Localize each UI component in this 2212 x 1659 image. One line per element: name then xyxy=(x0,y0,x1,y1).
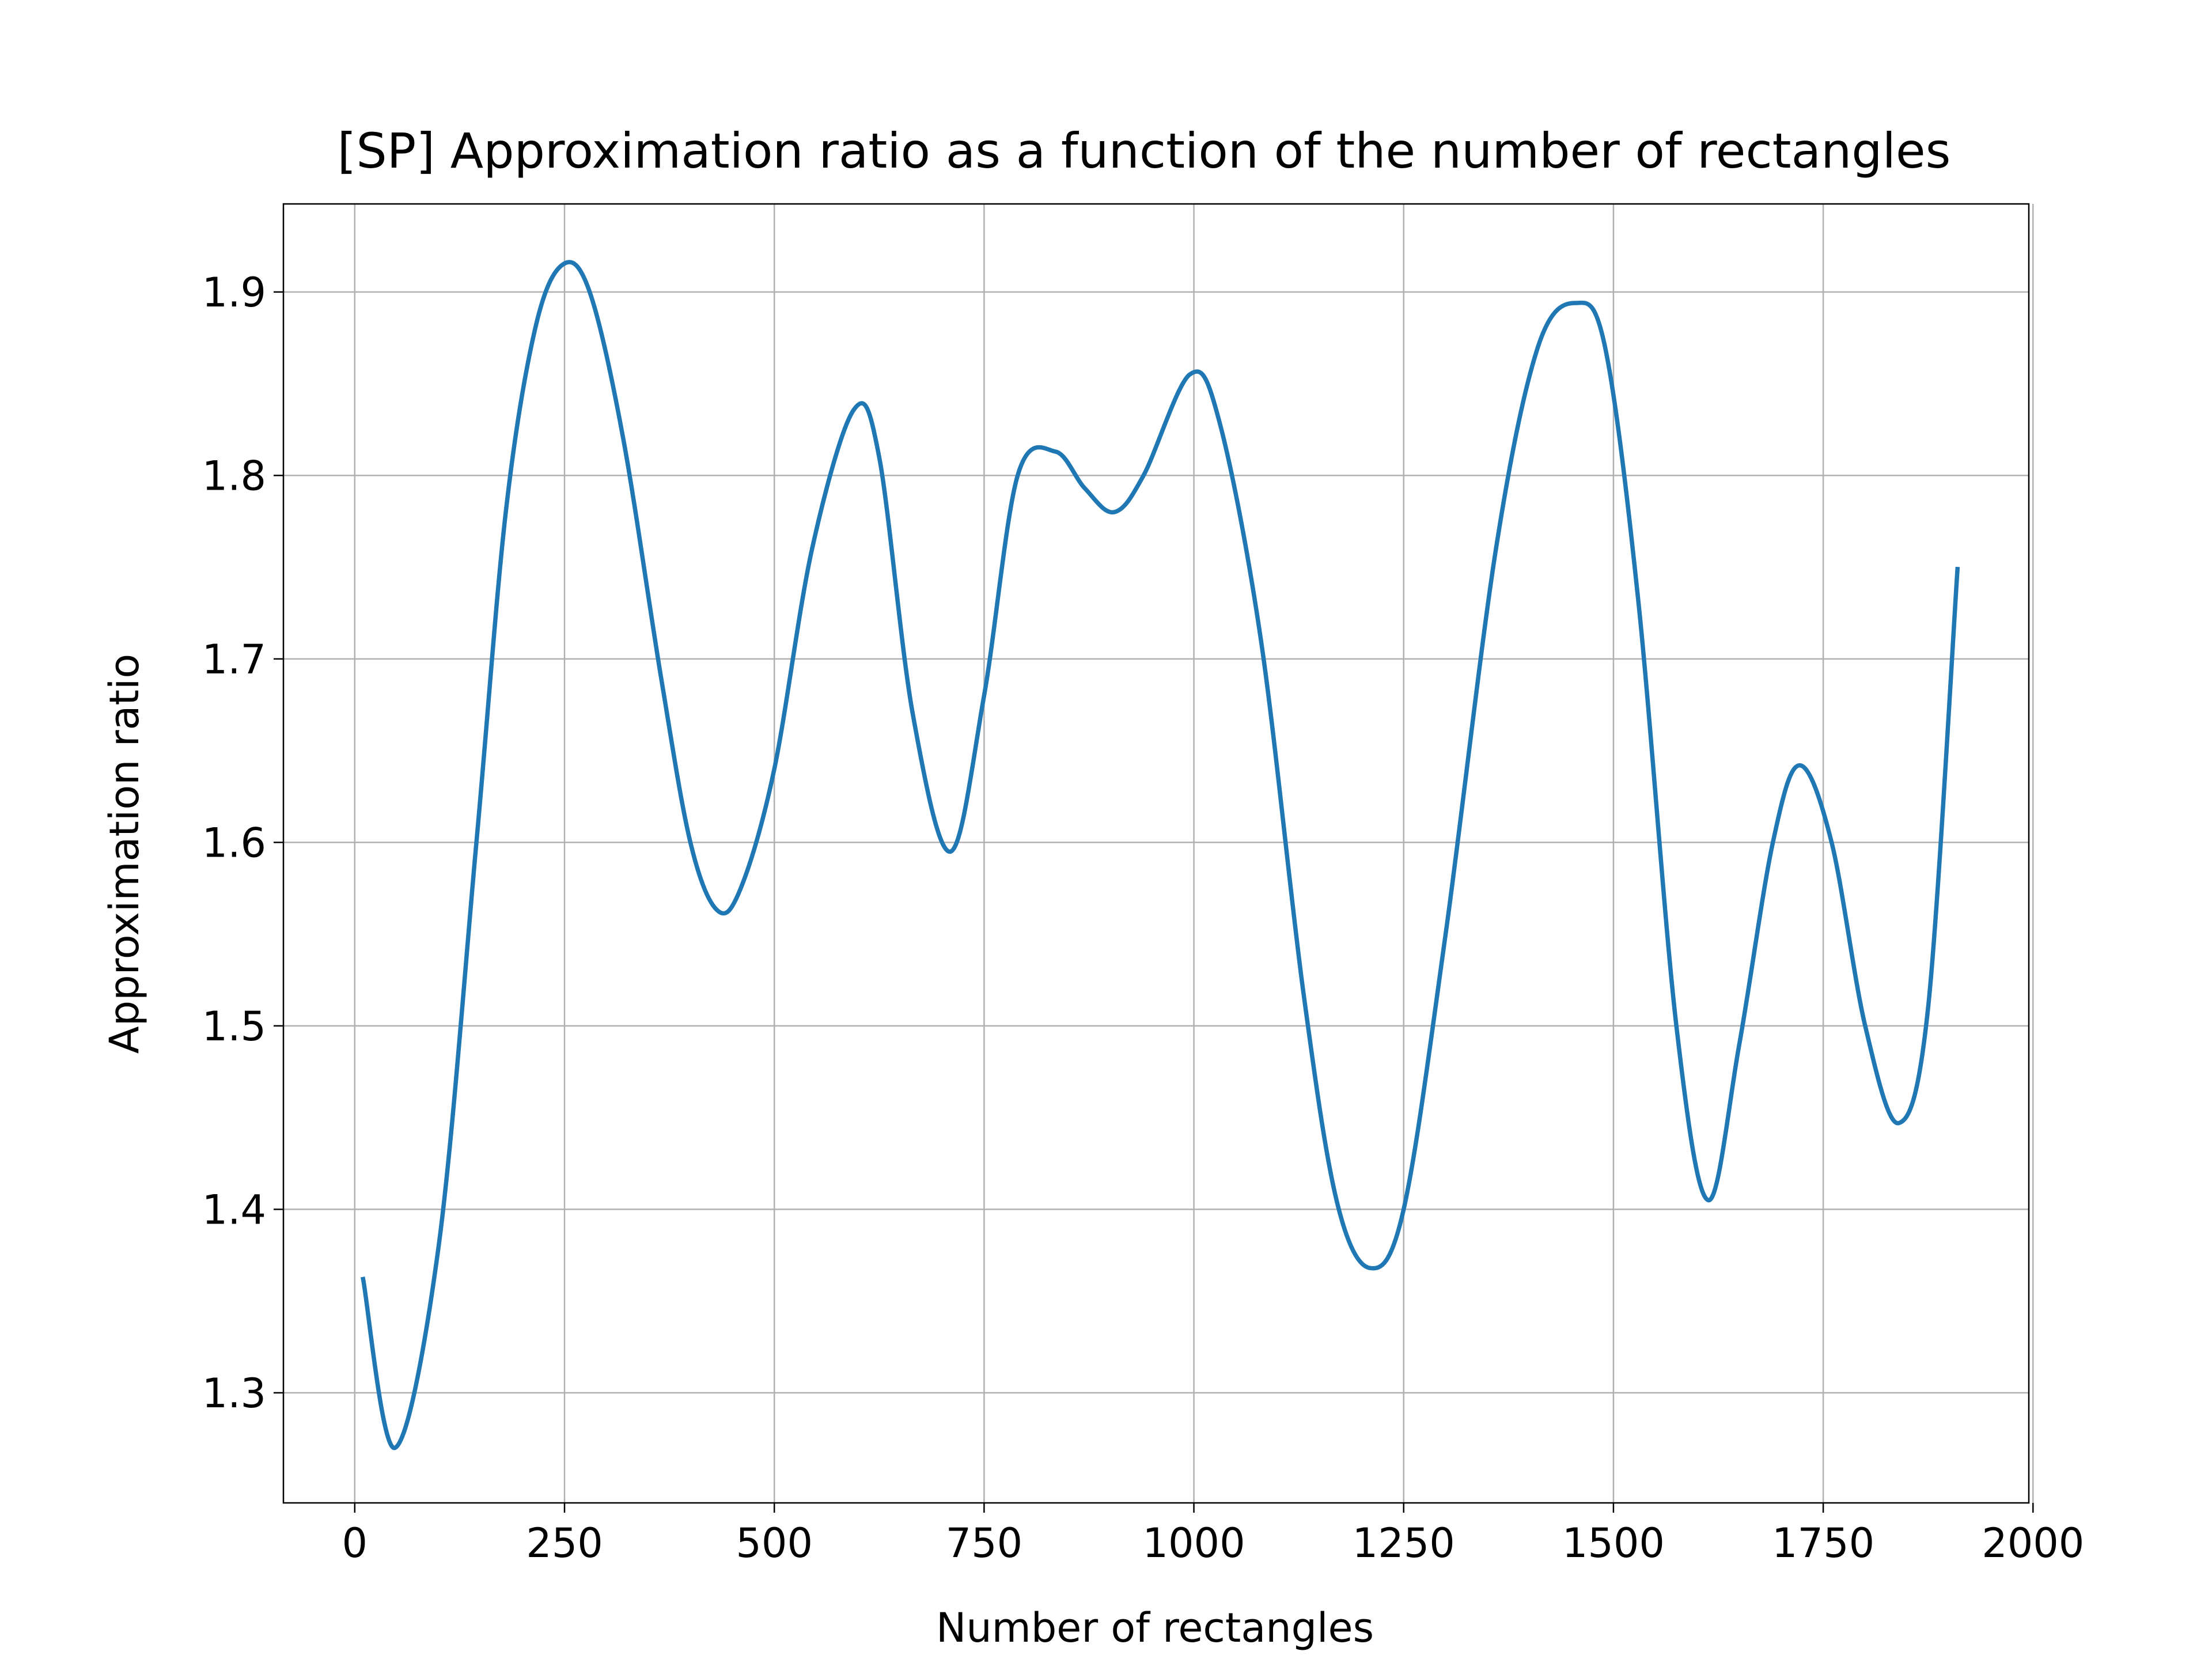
series-layer xyxy=(361,260,1960,1450)
x-tick-label: 1500 xyxy=(1562,1520,1665,1567)
chart-title: [SP] Approximation ratio as a function o… xyxy=(338,123,1951,179)
x-tick-label: 0 xyxy=(342,1520,368,1567)
y-tick-label: 1.5 xyxy=(202,1003,266,1050)
y-tick-label: 1.8 xyxy=(202,452,266,499)
x-tick-label: 750 xyxy=(946,1520,1023,1567)
y-tick-label: 1.7 xyxy=(202,636,266,683)
x-tick-label: 500 xyxy=(736,1520,813,1567)
x-tick-label: 2000 xyxy=(1982,1520,2084,1567)
y-tick-label: 1.6 xyxy=(202,819,266,866)
grid xyxy=(283,204,2034,1503)
x-tick-label: 1000 xyxy=(1142,1520,1245,1567)
y-axis-label: Approximation ratio xyxy=(101,654,148,1054)
x-tick-label: 1250 xyxy=(1353,1520,1455,1567)
x-tick-label: 250 xyxy=(526,1520,603,1567)
x-axis-label: Number of rectangles xyxy=(936,1604,1374,1652)
y-tick-label: 1.9 xyxy=(202,269,266,316)
series-line xyxy=(361,260,1960,1450)
ticks: 0 250 500 750 1000 1250 1500 1750 2000 1.3 1.4 1.5 1… xyxy=(202,269,2085,1567)
x-tick-label: 1750 xyxy=(1772,1520,1874,1567)
y-tick-label: 1.4 xyxy=(202,1186,266,1233)
y-tick-label: 1.3 xyxy=(202,1370,266,1417)
plot-area-frame xyxy=(282,203,2030,1504)
